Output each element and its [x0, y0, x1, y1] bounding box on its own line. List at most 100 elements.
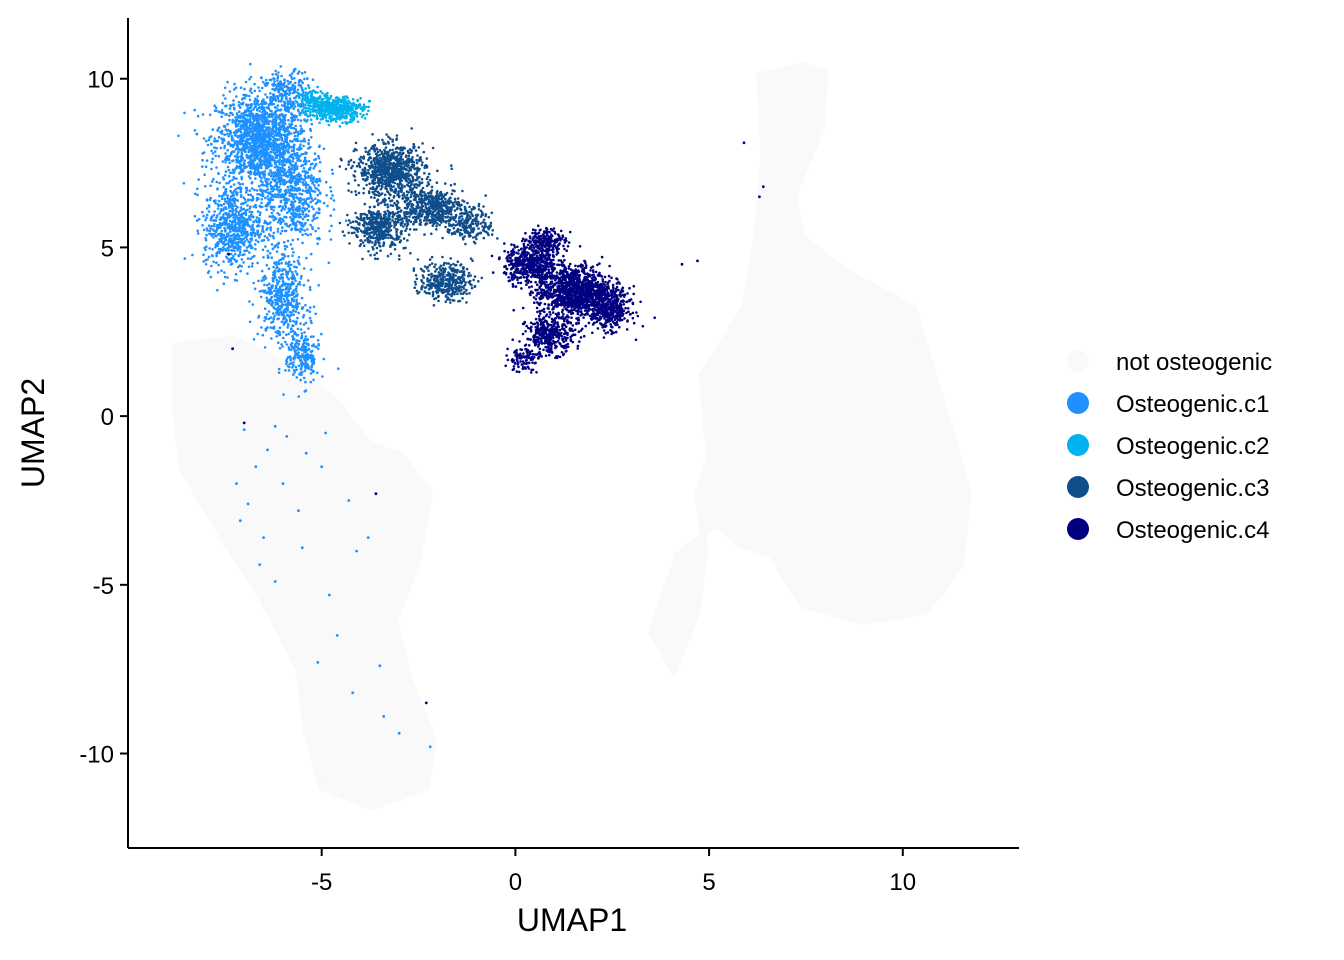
osteogenic-c3-point	[366, 177, 369, 181]
osteogenic-c1-point	[243, 150, 247, 153]
osteogenic-c3-point	[405, 167, 408, 171]
osteogenic-c1-point	[276, 167, 280, 170]
osteogenic-c1-point	[285, 435, 289, 438]
osteogenic-c1-point	[296, 305, 300, 308]
osteogenic-c1-point	[244, 147, 248, 150]
osteogenic-c1-point	[229, 189, 232, 193]
osteogenic-c1-point	[294, 166, 298, 170]
osteogenic-c1-point	[213, 224, 216, 228]
osteogenic-c2-point	[335, 107, 338, 111]
osteogenic-c1-point	[288, 125, 291, 129]
osteogenic-c1-point	[259, 159, 263, 163]
osteogenic-c2-point	[313, 104, 317, 108]
osteogenic-c1-point	[269, 143, 272, 146]
osteogenic-c1-point	[295, 130, 298, 133]
osteogenic-c1-point	[211, 180, 214, 183]
osteogenic-c1-point	[248, 94, 251, 98]
osteogenic-c1-point	[287, 198, 291, 201]
osteogenic-c1-point	[241, 119, 244, 122]
osteogenic-c1-point	[282, 336, 285, 340]
osteogenic-c1-point	[254, 203, 257, 207]
osteogenic-c1-point	[295, 353, 299, 357]
osteogenic-c3-point	[361, 171, 365, 175]
osteogenic-c1-point	[308, 310, 312, 314]
osteogenic-c1-point	[273, 80, 276, 83]
osteogenic-c1-point	[281, 482, 285, 485]
osteogenic-c1-point	[217, 135, 221, 139]
osteogenic-c1-point	[260, 76, 263, 79]
osteogenic-c1-point	[225, 200, 229, 203]
osteogenic-c1-point	[248, 210, 252, 214]
osteogenic-c1-point	[207, 255, 211, 259]
osteogenic-c1-point	[223, 124, 227, 128]
osteogenic-c3-point	[347, 160, 351, 163]
osteogenic-c1-point	[292, 209, 295, 212]
osteogenic-c1-point	[306, 228, 309, 231]
osteogenic-c1-point	[235, 259, 239, 263]
osteogenic-c1-point	[211, 152, 215, 155]
osteogenic-c1-point	[301, 81, 305, 85]
osteogenic-c2-point	[296, 108, 300, 112]
osteogenic-c1-point	[209, 184, 212, 188]
osteogenic-c1-point	[304, 232, 308, 236]
osteogenic-c1-point	[235, 192, 238, 195]
osteogenic-c1-point	[283, 168, 287, 171]
osteogenic-c1-point	[258, 290, 262, 293]
osteogenic-c1-point	[280, 304, 284, 307]
osteogenic-c1-point	[250, 136, 254, 139]
osteogenic-c1-point	[292, 214, 295, 218]
osteogenic-c1-point	[309, 335, 313, 339]
osteogenic-c1-point	[255, 189, 259, 192]
osteogenic-c1-point	[202, 151, 206, 154]
osteogenic-c1-point	[256, 261, 259, 265]
osteogenic-c1-point	[294, 212, 297, 215]
osteogenic-c1-point	[216, 250, 220, 254]
osteogenic-c1-point	[256, 162, 259, 166]
osteogenic-c1-point	[249, 205, 252, 208]
osteogenic-c2-point	[317, 100, 321, 104]
osteogenic-c1-point	[230, 213, 234, 217]
osteogenic-c1-point	[294, 365, 298, 369]
osteogenic-c1-point	[275, 131, 279, 135]
osteogenic-c1-point	[229, 230, 232, 233]
osteogenic-c2-point	[348, 120, 352, 124]
osteogenic-c1-point	[287, 332, 291, 336]
osteogenic-c1-point	[268, 114, 271, 117]
osteogenic-c1-point	[307, 142, 310, 145]
osteogenic-c1-point	[216, 288, 219, 292]
osteogenic-c1-point	[241, 98, 244, 101]
osteogenic-c1-point	[300, 332, 304, 335]
osteogenic-c3-point	[403, 185, 407, 188]
osteogenic-c1-point	[239, 226, 243, 230]
osteogenic-c1-point	[303, 139, 307, 143]
osteogenic-c1-point	[248, 124, 252, 127]
osteogenic-c1-point	[312, 214, 316, 218]
osteogenic-c1-point	[271, 73, 275, 76]
osteogenic-c1-point	[288, 314, 292, 318]
osteogenic-c1-point	[278, 121, 281, 125]
osteogenic-c1-point	[312, 176, 316, 179]
osteogenic-c1-point	[281, 253, 285, 256]
osteogenic-c1-point	[246, 199, 250, 202]
osteogenic-c1-point	[236, 123, 240, 126]
osteogenic-c1-point	[233, 140, 237, 143]
osteogenic-c2-point	[310, 99, 314, 103]
osteogenic-c1-point	[287, 254, 290, 258]
osteogenic-c1-point	[250, 155, 254, 158]
osteogenic-c1-point	[280, 229, 284, 233]
osteogenic-c1-point	[224, 235, 228, 238]
osteogenic-c1-point	[281, 182, 285, 186]
osteogenic-c1-point	[217, 204, 220, 208]
osteogenic-c1-point	[264, 135, 268, 138]
osteogenic-c3-point	[378, 153, 381, 157]
osteogenic-c1-point	[228, 154, 232, 158]
osteogenic-c1-point	[305, 151, 308, 155]
osteogenic-c1-point	[304, 389, 308, 392]
osteogenic-c1-point	[293, 118, 297, 122]
osteogenic-c1-point	[292, 363, 295, 367]
osteogenic-c1-point	[275, 335, 279, 338]
osteogenic-c1-point	[195, 219, 199, 222]
osteogenic-c1-point	[205, 139, 208, 143]
osteogenic-c1-point	[329, 190, 333, 193]
osteogenic-c1-point	[205, 207, 209, 210]
